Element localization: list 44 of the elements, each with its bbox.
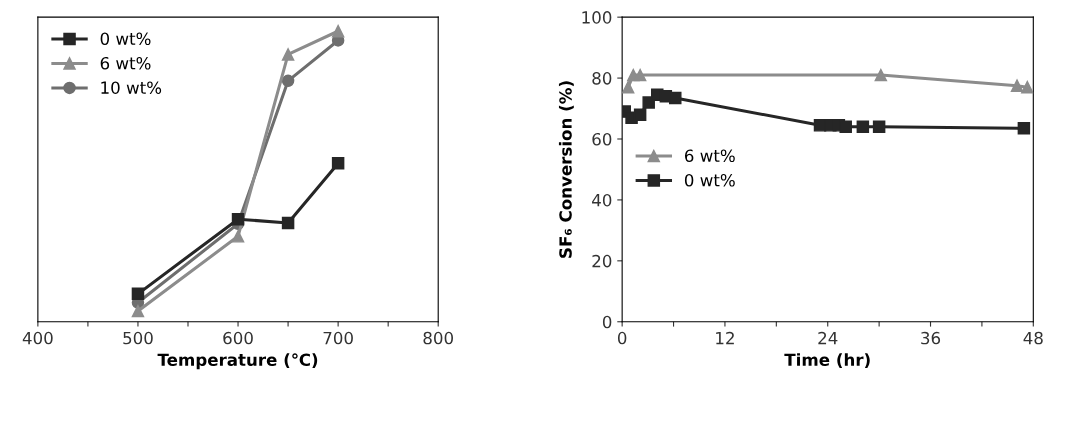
point — [331, 157, 345, 170]
point — [874, 68, 888, 82]
point — [872, 120, 886, 134]
legend-label: 0 wt% — [100, 32, 151, 46]
x-tick-label: 24 — [818, 331, 838, 345]
y-tick-label: 20 — [592, 254, 612, 268]
point — [131, 304, 145, 318]
point — [231, 230, 245, 243]
x-tick-label: 600 — [223, 331, 253, 345]
x-tick-label: 400 — [22, 331, 53, 345]
point — [669, 91, 682, 105]
x-tick-label: 36 — [921, 331, 941, 345]
y-tick-label: 80 — [592, 72, 612, 85]
x-tick-label: 500 — [123, 331, 153, 345]
y-tick-label: 60 — [592, 132, 612, 146]
legend-label: 6 wt% — [684, 149, 735, 163]
point — [633, 68, 647, 82]
x-tick-label: 12 — [716, 331, 734, 345]
y-tick-label: 0 — [602, 315, 612, 329]
point — [331, 24, 345, 38]
point — [633, 108, 647, 121]
x-tick-label: 48 — [1023, 331, 1043, 345]
point — [839, 120, 852, 134]
point — [131, 287, 145, 301]
y-tick-label: 100 — [582, 11, 612, 24]
x-tick-label: 0 — [617, 331, 627, 345]
point — [1010, 79, 1024, 92]
point — [1017, 122, 1031, 135]
point — [281, 74, 295, 88]
legend-label: 10 wt% — [101, 81, 162, 94]
x-axis-title: Time (hr) — [784, 353, 870, 369]
y-axis-title: SF₆ Conversion (%) — [558, 81, 574, 258]
x-tick-label: 800 — [423, 331, 454, 345]
point — [1021, 80, 1034, 94]
x-axis-title: Temperature (℃) — [157, 353, 318, 370]
point — [281, 48, 295, 61]
legend-label: 6 wt% — [100, 56, 151, 70]
point — [622, 80, 635, 94]
point — [231, 212, 245, 226]
y-tick-label: 40 — [592, 193, 612, 207]
point — [281, 216, 295, 230]
x-tick-label: 700 — [323, 331, 353, 345]
point — [856, 120, 870, 134]
legend-label: 0 wt% — [684, 173, 735, 187]
